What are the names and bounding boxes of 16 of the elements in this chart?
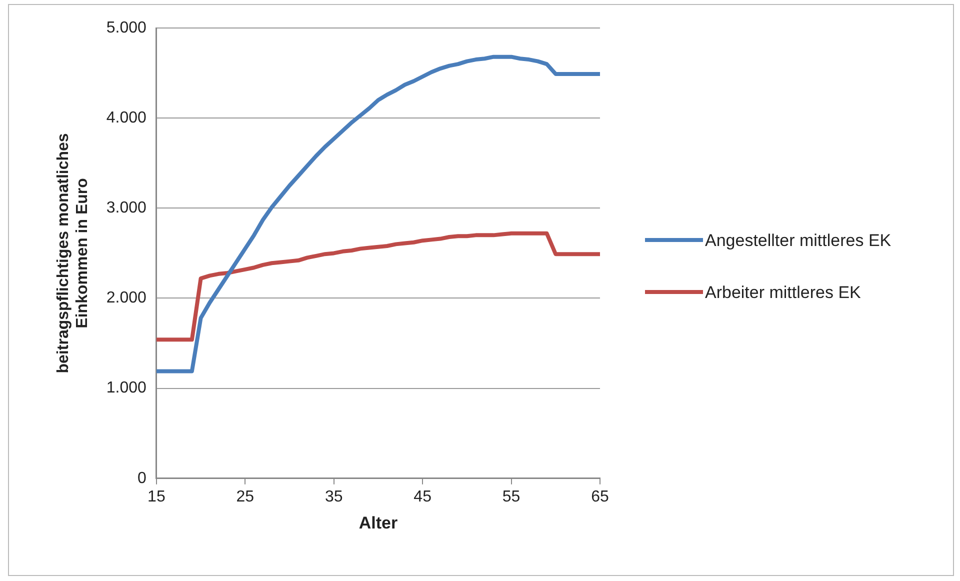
x-tick-label: 65: [591, 488, 609, 506]
x-tick-label: 35: [324, 488, 343, 506]
x-axis-title: Alter: [358, 513, 398, 532]
y-tick-label: 2.000: [106, 290, 147, 307]
legend-label: Arbeiter mittleres EK: [705, 282, 862, 304]
x-tick-label: 55: [502, 488, 520, 506]
y-tick-label: 5.000: [106, 19, 147, 36]
y-tick-label: 3.000: [106, 200, 147, 217]
x-tick-label: 15: [148, 488, 166, 506]
x-tick-label: 25: [236, 488, 254, 506]
y-axis-title: beitragspflichtiges monatliches Einkommen in Euro: [55, 133, 92, 374]
y-tick-label: 0: [138, 470, 147, 487]
y-tick-label: 1.000: [106, 380, 147, 397]
legend-label: Angestellter mittleres EK: [705, 230, 892, 252]
x-tick-label: 45: [414, 488, 432, 506]
y-tick-label: 4.000: [106, 109, 147, 126]
